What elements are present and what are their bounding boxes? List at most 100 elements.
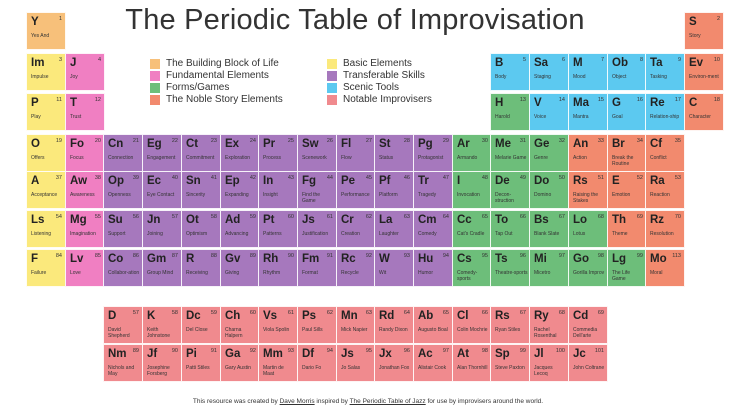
element-e: E 52 Emotion	[607, 171, 647, 209]
element-number: 56	[132, 214, 139, 220]
element-name: Theatre-sports	[495, 270, 528, 276]
element-number: 41	[210, 175, 217, 181]
element-cl: Cl 66 Colin Mochrie	[452, 306, 492, 344]
element-number: 58	[210, 214, 217, 220]
element-number: 13	[519, 97, 526, 103]
element-name: David Shepherd	[108, 327, 130, 339]
element-name: Conflict	[650, 155, 667, 161]
element-symbol: Cm	[418, 214, 437, 226]
element-number: 66	[481, 310, 488, 316]
element-v: V 14 Voice	[529, 93, 569, 131]
element-symbol: C	[689, 97, 698, 109]
element-number: 59	[210, 310, 217, 316]
element-name: Rhythm	[263, 270, 281, 276]
element-symbol: Nm	[108, 348, 127, 360]
element-symbol: Ab	[418, 310, 434, 322]
element-number: 97	[558, 253, 565, 259]
element-mg: Mg 55 Imagination	[65, 210, 105, 248]
author-link[interactable]: Dave Morris	[279, 398, 315, 405]
element-number: 45	[365, 175, 372, 181]
element-name: Dario Fo	[302, 365, 322, 371]
element-name: Advancing	[225, 231, 249, 237]
element-i: I 48 Invocation	[452, 171, 492, 209]
element-symbol: Pr	[263, 138, 276, 150]
footer-suffix: for use by improvisers around the world.	[425, 398, 544, 405]
element-number: 29	[442, 138, 449, 144]
source-link[interactable]: The Periodic Table of Jazz	[349, 398, 426, 405]
element-number: 84	[55, 253, 62, 259]
element-rz: Rz 70 Resolution	[645, 210, 685, 248]
element-df: Df 94 Dario Fo	[297, 344, 337, 382]
element-name: Recycle	[341, 270, 359, 276]
element-lv: Lv 85 Love	[65, 249, 105, 287]
element-aw: Aw 38 Awareness	[65, 171, 105, 209]
element-symbol: Op	[108, 175, 124, 187]
element-symbol: Rs	[573, 175, 588, 187]
element-number: 48	[481, 175, 488, 181]
element-number: 26	[326, 138, 333, 144]
element-name: Resolution	[650, 231, 674, 237]
element-name: Armando	[457, 155, 478, 161]
element-symbol: Mg	[70, 214, 87, 226]
element-t: T 12 Trust	[65, 93, 105, 131]
element-symbol: V	[534, 97, 542, 109]
element-symbol: M	[573, 57, 583, 69]
element-number: 9	[677, 57, 681, 63]
element-number: 37	[55, 175, 62, 181]
element-vs: Vs 61 Viola Spolin	[258, 306, 298, 344]
element-number: 98	[481, 348, 488, 354]
legend-item: Forms/Games	[150, 82, 229, 93]
element-name: Mantra	[573, 114, 589, 120]
legend-item: The Noble Story Elements	[150, 94, 283, 105]
element-symbol: Rs	[495, 310, 510, 322]
element-sn: Sn 41 Sincerity	[181, 171, 221, 209]
legend-label: Scenic Tools	[343, 82, 399, 93]
element-name: Receiving	[186, 270, 208, 276]
element-symbol: Jx	[379, 348, 392, 360]
element-jx: Jx 96 Jonathan Fox	[374, 344, 414, 382]
legend-swatch	[327, 70, 337, 81]
element-number: 57	[171, 214, 178, 220]
element-symbol: Cr	[341, 214, 354, 226]
element-name: Blank Slate	[534, 231, 560, 237]
element-jc: Jc 101 John Coltrane	[568, 344, 608, 382]
element-number: 96	[519, 253, 526, 259]
element-name: Find the Game	[302, 192, 321, 204]
element-symbol: Fm	[302, 253, 320, 265]
element-js: Js 61 Justification	[297, 210, 337, 248]
element-symbol: Js	[302, 214, 315, 226]
element-number: 91	[210, 348, 217, 354]
element-name: Jo Salas	[341, 365, 361, 371]
element-number: 85	[94, 253, 101, 259]
element-ac: Ac 97 Alistair Cook	[413, 344, 453, 382]
element-name: Giving	[225, 270, 240, 276]
legend-swatch	[150, 82, 160, 93]
element-symbol: Ra	[650, 175, 665, 187]
element-symbol: Br	[612, 138, 625, 150]
element-name: Alan Thornhill	[457, 365, 488, 371]
element-symbol: De	[495, 175, 510, 187]
element-name: Keith Johnstone	[147, 327, 171, 339]
element-name: Moral	[650, 270, 663, 276]
element-number: 101	[594, 348, 604, 354]
element-name: Yes And	[31, 33, 50, 39]
element-name: Sincerity	[186, 192, 206, 198]
legend-label: Transferable Skills	[343, 70, 425, 81]
element-eg: Eg 22 Engagement	[142, 134, 182, 172]
element-name: Tap Out	[495, 231, 513, 237]
element-name: Engagement	[147, 155, 176, 161]
element-number: 69	[597, 310, 604, 316]
element-symbol: Cl	[457, 310, 469, 322]
element-name: Platform	[379, 192, 398, 198]
element-th: Th 69 Theme	[607, 210, 647, 248]
footer-credit: This resource was created by Dave Morris…	[0, 398, 736, 405]
element-name: Status	[379, 155, 394, 161]
element-b: B 5 Body	[490, 53, 530, 91]
element-name: Ryan Stiles	[495, 327, 521, 333]
element-number: 55	[94, 214, 101, 220]
element-number: 1	[58, 16, 62, 22]
element-symbol: Aw	[70, 175, 88, 187]
element-an: An 33 Action	[568, 134, 608, 172]
element-de: De 49 Decon-struction	[490, 171, 530, 209]
element-number: 47	[442, 175, 449, 181]
